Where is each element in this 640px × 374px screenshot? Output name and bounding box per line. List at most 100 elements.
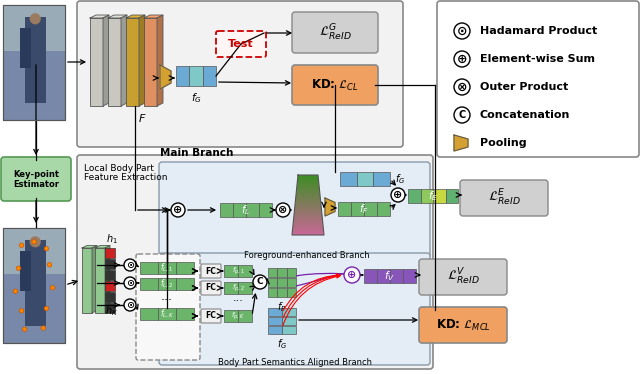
Bar bbox=[259, 203, 272, 217]
Bar bbox=[408, 189, 420, 203]
Text: ⊕: ⊕ bbox=[394, 190, 403, 200]
Circle shape bbox=[44, 246, 49, 251]
Circle shape bbox=[13, 289, 18, 294]
Text: $f_{L,2}$: $f_{L,2}$ bbox=[161, 278, 173, 290]
Bar bbox=[90, 18, 103, 106]
Bar bbox=[420, 189, 433, 203]
Bar bbox=[268, 278, 277, 287]
Bar bbox=[277, 278, 287, 287]
Text: Local Body Part: Local Body Part bbox=[84, 164, 154, 173]
FancyBboxPatch shape bbox=[1, 157, 71, 201]
Text: Test: Test bbox=[228, 39, 254, 49]
Text: ⊙: ⊙ bbox=[126, 278, 134, 288]
FancyBboxPatch shape bbox=[292, 12, 378, 53]
FancyBboxPatch shape bbox=[77, 1, 403, 147]
Bar bbox=[356, 172, 373, 186]
Polygon shape bbox=[160, 65, 171, 89]
Text: $\mathcal{L}^V_{ReID}$: $\mathcal{L}^V_{ReID}$ bbox=[447, 267, 479, 287]
Text: ...: ... bbox=[232, 293, 243, 303]
FancyBboxPatch shape bbox=[136, 254, 200, 360]
Circle shape bbox=[32, 240, 36, 244]
Text: ⊕: ⊕ bbox=[348, 270, 356, 280]
Circle shape bbox=[51, 286, 55, 290]
Polygon shape bbox=[103, 15, 109, 106]
Text: $f_{L,1}$: $f_{L,1}$ bbox=[161, 262, 173, 274]
Polygon shape bbox=[294, 205, 321, 208]
Text: ⊗: ⊗ bbox=[278, 205, 288, 215]
Text: $f_F$: $f_F$ bbox=[359, 202, 369, 216]
Circle shape bbox=[29, 236, 41, 247]
Bar bbox=[105, 303, 115, 313]
Circle shape bbox=[19, 243, 24, 248]
Bar bbox=[189, 66, 203, 86]
Text: $f_G$: $f_G$ bbox=[277, 337, 287, 351]
Bar bbox=[287, 268, 296, 277]
FancyBboxPatch shape bbox=[419, 259, 507, 295]
Polygon shape bbox=[295, 202, 321, 205]
Bar bbox=[105, 292, 115, 302]
Text: Concatenation: Concatenation bbox=[480, 110, 570, 120]
FancyBboxPatch shape bbox=[419, 307, 507, 343]
Circle shape bbox=[47, 263, 52, 267]
Bar bbox=[176, 66, 189, 86]
FancyBboxPatch shape bbox=[216, 31, 266, 57]
FancyBboxPatch shape bbox=[460, 180, 548, 216]
Polygon shape bbox=[293, 223, 323, 226]
Bar bbox=[433, 189, 445, 203]
Text: Outer Product: Outer Product bbox=[480, 82, 568, 92]
Bar bbox=[25, 16, 46, 103]
Bar bbox=[140, 262, 158, 274]
Bar bbox=[20, 28, 31, 68]
Text: $\mathcal{L}^E_{ReID}$: $\mathcal{L}^E_{ReID}$ bbox=[488, 188, 520, 208]
Bar bbox=[268, 288, 277, 297]
Bar bbox=[158, 262, 176, 274]
Circle shape bbox=[454, 107, 470, 123]
Text: ⊕: ⊕ bbox=[173, 205, 182, 215]
Polygon shape bbox=[293, 220, 323, 223]
Bar bbox=[268, 326, 282, 334]
Bar bbox=[277, 268, 287, 277]
Text: $f_G$: $f_G$ bbox=[191, 91, 202, 105]
Text: Estimator: Estimator bbox=[13, 180, 59, 188]
Bar bbox=[82, 248, 92, 313]
Circle shape bbox=[41, 326, 45, 330]
Bar bbox=[246, 203, 259, 217]
Circle shape bbox=[171, 203, 185, 217]
Polygon shape bbox=[297, 184, 319, 187]
Text: KD: $\mathcal{L}_{CL}$: KD: $\mathcal{L}_{CL}$ bbox=[311, 77, 359, 92]
Bar bbox=[224, 310, 238, 322]
Text: ⊕: ⊕ bbox=[457, 52, 467, 65]
Text: C: C bbox=[458, 110, 466, 120]
Text: ⊙: ⊙ bbox=[126, 300, 134, 310]
Polygon shape bbox=[157, 15, 163, 106]
Bar bbox=[158, 278, 176, 290]
Text: $h_1$: $h_1$ bbox=[106, 232, 118, 246]
Bar bbox=[238, 310, 252, 322]
Bar bbox=[224, 265, 238, 277]
Bar bbox=[158, 308, 176, 320]
Text: Pooling: Pooling bbox=[480, 138, 527, 148]
Bar bbox=[3, 5, 65, 120]
Polygon shape bbox=[295, 199, 321, 202]
Text: FC: FC bbox=[205, 283, 216, 292]
Bar bbox=[287, 288, 296, 297]
Bar bbox=[203, 66, 216, 86]
Circle shape bbox=[16, 266, 20, 270]
Bar bbox=[364, 202, 377, 216]
Bar bbox=[268, 317, 282, 325]
Polygon shape bbox=[297, 181, 319, 184]
Bar bbox=[25, 239, 46, 326]
Bar bbox=[3, 228, 65, 343]
Text: Main Branch: Main Branch bbox=[160, 148, 234, 158]
Text: Foreground-enhanced Branch: Foreground-enhanced Branch bbox=[244, 251, 370, 260]
Text: ...: ... bbox=[161, 289, 173, 303]
Polygon shape bbox=[82, 245, 97, 248]
Bar bbox=[233, 203, 246, 217]
Text: Key-point: Key-point bbox=[13, 169, 59, 178]
Circle shape bbox=[391, 188, 405, 202]
Text: ⊙: ⊙ bbox=[126, 260, 134, 270]
Polygon shape bbox=[454, 135, 468, 151]
Bar bbox=[126, 18, 139, 106]
FancyBboxPatch shape bbox=[201, 281, 221, 295]
Polygon shape bbox=[90, 15, 109, 18]
